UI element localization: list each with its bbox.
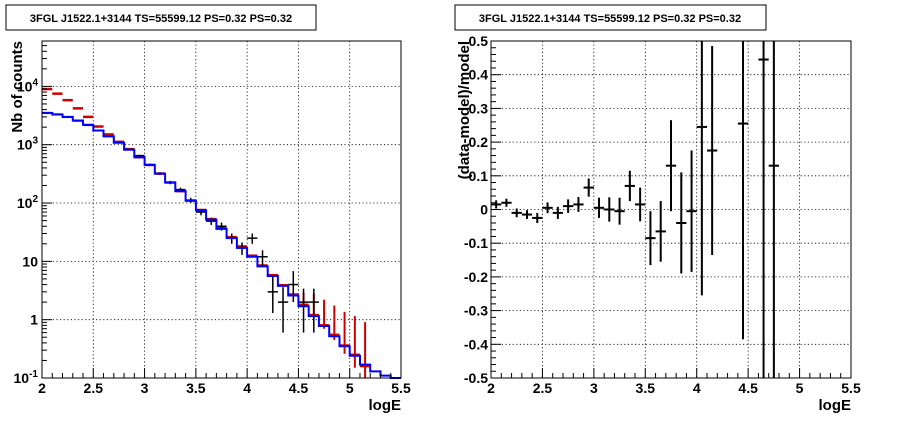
residuals-y-tick-label: -0.3 [464, 303, 488, 319]
residuals-x-tick-label: 5 [796, 380, 804, 396]
counts-chart-title: 3FGL J1522.1+3144 TS=55599.12 PS=0.32 PS… [30, 13, 292, 25]
counts-y-axis-title: Nb of counts [9, 41, 26, 133]
residuals-y-tick-label: -0.1 [464, 235, 488, 251]
residuals-x-tick-label: 2 [487, 380, 495, 396]
counts-x-axis-title: logE [369, 397, 402, 414]
counts-plot-area [42, 87, 401, 379]
residuals-y-tick-label: 0.4 [469, 67, 489, 83]
residuals-chart: 2 2.5 3 3.5 4 4.5 5 5.5 -0.5 -0.4 -0.3 -0.2 -0.1 0 0.… [454, 4, 861, 414]
residuals-x-tick-label: 3 [590, 380, 598, 396]
counts-y-tick-label: 102 [17, 194, 39, 211]
residuals-x-tick-label: 3.5 [636, 380, 656, 396]
residuals-y-tick-label: 0.1 [469, 168, 489, 184]
counts-x-tick-label: 2.5 [84, 380, 104, 396]
counts-x-tick-label: 5.5 [391, 380, 411, 396]
residuals-x-axis-title: logE [819, 397, 852, 414]
residuals-y-axis-title: (data-model)/model [456, 41, 473, 179]
residuals-y-ticks: -0.5 -0.4 -0.3 -0.2 -0.1 0 0.1 0.2 0.3 0.4 0.5 [464, 33, 501, 386]
residuals-y-tick-label: -0.5 [464, 370, 488, 386]
residuals-y-tick-label: -0.2 [464, 269, 488, 285]
counts-x-tick-label: 3 [141, 380, 149, 396]
counts-y-tick-label: 10-1 [14, 369, 39, 386]
counts-y-tick-label: 1 [30, 312, 38, 328]
residuals-plot-area [491, 41, 779, 378]
counts-x-tick-label: 3.5 [186, 380, 206, 396]
residuals-title-box [454, 4, 767, 31]
model-step-histogram [42, 112, 401, 379]
counts-x-tick-label: 5 [346, 380, 354, 396]
counts-title-box [5, 4, 317, 31]
counts-y-tick-label: 104 [17, 77, 39, 94]
residuals-grid [491, 41, 851, 378]
residuals-x-tick-label: 5.5 [841, 380, 861, 396]
counts-x-tick-label: 4.5 [289, 380, 309, 396]
residuals-y-tick-label: 0 [480, 202, 488, 218]
residuals-x-tick-label: 2.5 [533, 380, 553, 396]
counts-x-tick-label: 2 [38, 380, 46, 396]
residuals-x-ticks: 2 2.5 3 3.5 4 4.5 5 5.5 [487, 368, 861, 396]
counts-y-tick-label: 103 [17, 136, 39, 153]
residuals-x-tick-label: 4.5 [738, 380, 758, 396]
counts-y-ticks: 10-1 1 10 102 103 104 [14, 40, 52, 386]
residuals-y-tick-label: 0.5 [469, 33, 489, 49]
counts-x-tick-label: 4 [243, 380, 251, 396]
residuals-y-tick-label: 0.2 [469, 134, 489, 150]
residuals-chart-title: 3FGL J1522.1+3144 TS=55599.12 PS=0.32 PS… [479, 13, 741, 25]
counts-y-tick-label: 10 [22, 253, 38, 269]
counts-plot-frame [41, 40, 402, 379]
counts-x-ticks: 2 2.5 3 3.5 4 4.5 5 5.5 [38, 368, 411, 396]
residuals-y-tick-label: -0.4 [464, 336, 488, 352]
counts-grid [42, 41, 401, 378]
residuals-x-tick-label: 4 [693, 380, 701, 396]
counts-chart: 2 2.5 3 3.5 4 4.5 5 5.5 10-1 1 10 102 103 104 3FGL J… [5, 4, 411, 414]
residuals-y-tick-label: 0.3 [469, 100, 489, 116]
